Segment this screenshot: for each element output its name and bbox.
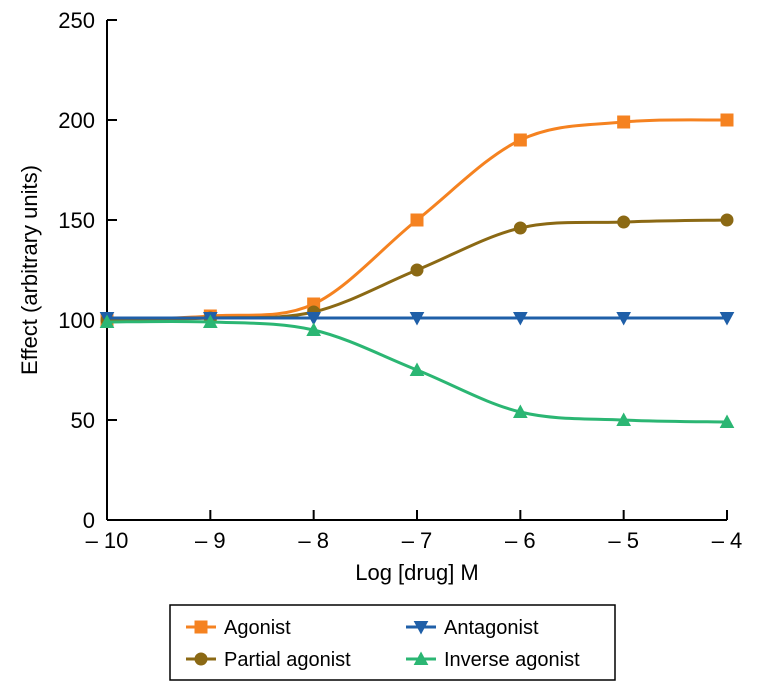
dose-response-chart: 050100150200250– 10– 9– 8– 7– 6– 5– 4Eff… bbox=[0, 0, 763, 688]
legend-label: Partial agonist bbox=[224, 649, 351, 671]
y-tick-label: 100 bbox=[58, 308, 95, 333]
x-tick-label: – 9 bbox=[195, 528, 226, 553]
legend-label: Inverse agonist bbox=[444, 649, 580, 671]
x-tick-label: – 6 bbox=[505, 528, 536, 553]
x-tick-label: – 5 bbox=[608, 528, 639, 553]
x-tick-label: – 8 bbox=[298, 528, 329, 553]
y-tick-label: 200 bbox=[58, 108, 95, 133]
x-tick-label: – 4 bbox=[712, 528, 743, 553]
y-tick-label: 150 bbox=[58, 208, 95, 233]
legend-label: Agonist bbox=[224, 617, 291, 639]
y-tick-label: 250 bbox=[58, 8, 95, 33]
x-tick-label: – 7 bbox=[402, 528, 433, 553]
x-tick-label: – 10 bbox=[86, 528, 129, 553]
y-axis-label: Effect (arbitrary units) bbox=[17, 165, 42, 375]
x-axis-label: Log [drug] M bbox=[355, 560, 479, 585]
y-tick-label: 50 bbox=[71, 408, 95, 433]
legend-label: Antagonist bbox=[444, 617, 539, 639]
